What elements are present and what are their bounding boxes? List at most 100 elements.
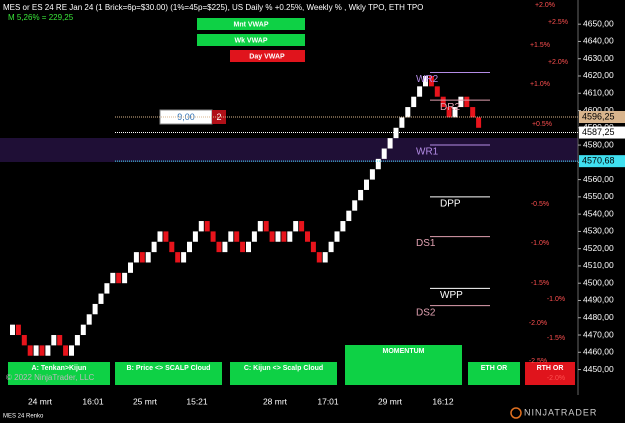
renko-brick (222, 241, 228, 253)
renko-brick (92, 303, 98, 315)
signal-button-label[interactable]: RTH OR (537, 365, 564, 372)
percent-label: -2.0% (547, 375, 565, 382)
signal-button[interactable] (345, 345, 462, 385)
renko-brick (181, 252, 187, 263)
renko-brick (428, 75, 434, 87)
y-tick-label: 4580,00 (583, 139, 614, 149)
vwap-button-label[interactable]: Day VWAP (249, 53, 285, 60)
signal-button[interactable] (468, 362, 520, 385)
renko-brick (234, 231, 240, 242)
renko-brick (57, 335, 63, 346)
price-tag (579, 155, 625, 168)
percent-label: -1.5% (531, 280, 549, 287)
renko-brick (192, 231, 198, 242)
renko-brick (434, 86, 440, 97)
renko-brick (446, 107, 452, 118)
renko-brick (116, 272, 122, 284)
renko-brick (399, 117, 405, 128)
pivot-label: DPP (440, 199, 461, 210)
renko-brick (74, 335, 80, 346)
renko-brick (145, 252, 151, 263)
x-tick-label: 16:12 (432, 396, 454, 406)
renko-brick (139, 252, 145, 263)
renko-brick (269, 231, 275, 242)
renko-brick (476, 117, 482, 128)
renko-brick (458, 96, 464, 108)
renko-brick (470, 107, 476, 118)
vwap-button-label[interactable]: Mnt VWAP (234, 21, 269, 28)
renko-brick (80, 324, 86, 336)
renko-brick (51, 335, 57, 346)
renko-brick (263, 221, 269, 232)
y-tick-label: 4460,00 (583, 347, 614, 357)
renko-brick (275, 231, 281, 242)
y-tick-label: 4610,00 (583, 88, 614, 98)
vwap-button[interactable] (230, 50, 305, 62)
renko-brick (187, 241, 192, 253)
percent-label: +0.5% (532, 121, 552, 128)
price-tag (579, 110, 625, 123)
signal-button[interactable] (230, 362, 337, 385)
x-tick-label: 29 mrt (378, 396, 403, 406)
percent-label: +1.0% (530, 81, 550, 88)
renko-brick (340, 221, 346, 232)
x-tick-label: 25 mrt (133, 396, 158, 406)
renko-brick (375, 158, 381, 170)
renko-brick (251, 231, 257, 242)
renko-brick (369, 169, 375, 180)
y-tick-label: 4540,00 (583, 208, 614, 218)
y-tick-label: 4470,00 (583, 329, 614, 339)
renko-brick (305, 231, 310, 242)
signal-button-label[interactable]: B: Price <> SCALP Cloud (127, 365, 211, 372)
vwap-button[interactable] (197, 34, 305, 46)
pivot-label: WR2 (416, 74, 439, 85)
signal-button[interactable] (115, 362, 222, 385)
renko-brick (198, 221, 204, 232)
percent-label: -2.5% (529, 358, 547, 365)
renko-brick (310, 241, 316, 253)
renko-brick (257, 221, 263, 232)
x-tick-label: 17:01 (317, 396, 339, 406)
renko-brick (452, 107, 458, 118)
signal-button-label[interactable]: ETH OR (481, 365, 507, 372)
signal-button-label[interactable]: C: Kijun <> Scalp Cloud (244, 365, 323, 372)
pivot-label: DS2 (416, 307, 436, 318)
y-tick-label: 4530,00 (583, 226, 614, 236)
renko-brick (98, 293, 104, 304)
price-tag (579, 126, 625, 139)
renko-brick (328, 241, 334, 253)
pivot-label: DR2 (440, 102, 460, 113)
y-tick-label: 4490,00 (583, 295, 614, 305)
renko-brick (151, 241, 157, 253)
percent-label: -2.0% (529, 320, 547, 327)
monthly-range: M 5,26% = 229,25 (8, 13, 74, 22)
percent-label: -1.0% (531, 240, 549, 247)
percent-label: -1.5% (547, 335, 565, 342)
vwap-button[interactable] (197, 18, 305, 30)
y-tick-label: 4520,00 (583, 243, 614, 253)
renko-brick (334, 231, 340, 242)
renko-brick (39, 345, 45, 356)
percent-label: -1.0% (547, 296, 565, 303)
renko-brick (210, 231, 216, 242)
signal-button[interactable] (8, 362, 110, 385)
y-tick-label: 4450,00 (583, 364, 614, 374)
signal-button-label[interactable]: MOMENTUM (383, 348, 425, 355)
renko-brick (464, 96, 470, 108)
renko-brick (417, 86, 423, 97)
renko-brick (86, 314, 92, 325)
renko-brick (128, 262, 133, 273)
pivot-label: DS1 (416, 238, 436, 249)
signal-button-label[interactable]: A: Tenkan>Kijun (32, 365, 87, 372)
signal-button[interactable] (525, 362, 575, 385)
renko-brick (169, 241, 175, 253)
y-tick-label: 4510,00 (583, 260, 614, 270)
renko-brick (352, 200, 358, 211)
vwap-button-label[interactable]: Wk VWAP (234, 37, 267, 44)
renko-brick (364, 179, 369, 190)
renko-brick (63, 345, 69, 356)
renko-brick (21, 335, 27, 346)
percent-label: +2.5% (548, 19, 568, 26)
renko-brick (346, 210, 352, 222)
